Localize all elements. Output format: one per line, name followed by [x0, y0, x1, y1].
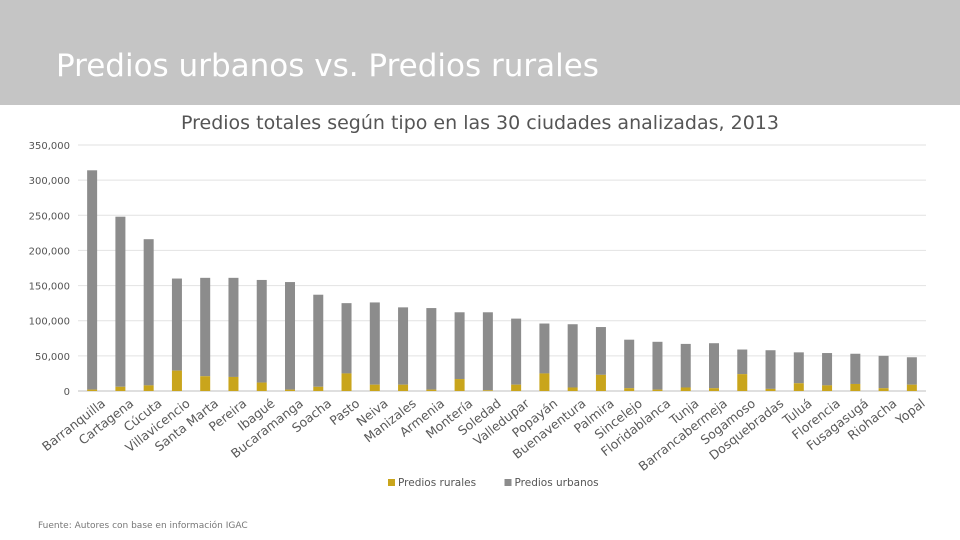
bar-urbano — [369, 302, 380, 385]
bar-rural — [680, 387, 691, 391]
legend-swatch — [388, 479, 395, 486]
y-tick-label: 0 — [64, 387, 70, 398]
bar-urbano — [765, 350, 776, 389]
page-title: Predios urbanos vs. Predios rurales — [56, 48, 599, 84]
bar-rural — [737, 374, 748, 391]
legend-swatch — [504, 479, 512, 486]
bar-rural — [765, 388, 776, 391]
y-tick-label: 100,000 — [29, 317, 70, 328]
bar-rural — [624, 388, 635, 391]
bar-urbano — [256, 279, 267, 383]
bar-urbano — [680, 343, 691, 388]
bar-urbano — [143, 239, 154, 386]
bar-urbano — [115, 216, 126, 387]
bar-rural — [793, 383, 804, 391]
bar-urbano — [228, 277, 239, 377]
y-tick-label: 350,000 — [29, 141, 70, 152]
bar-rural — [398, 384, 409, 391]
source-note: Fuente: Autores con base en información … — [38, 521, 248, 531]
bar-rural — [595, 374, 606, 391]
bar-urbano — [313, 294, 324, 387]
bar-rural — [878, 388, 889, 391]
y-tick-label: 50,000 — [35, 352, 70, 363]
bar-rural — [228, 376, 239, 391]
bar-rural — [285, 389, 295, 391]
bar-urbano — [906, 357, 917, 385]
bar-urbano — [285, 282, 295, 390]
bar-rural — [426, 389, 437, 391]
header-banner: Predios urbanos vs. Predios rurales — [0, 0, 960, 105]
bar-rural — [709, 388, 719, 391]
bar-urbano — [511, 318, 522, 385]
bar-urbano — [709, 343, 719, 389]
bar-rural — [369, 384, 380, 391]
bar-urbano — [793, 352, 804, 384]
chart-title: Predios totales según tipo en las 30 ciu… — [181, 112, 779, 134]
bar-rural — [171, 370, 182, 391]
bar-rural — [313, 386, 324, 391]
bar-rural — [511, 384, 522, 391]
bar-urbano — [171, 278, 182, 371]
bar-rural — [482, 390, 493, 391]
bar-urbano — [482, 312, 493, 391]
bar-rural — [256, 382, 267, 391]
bar-urbano — [454, 312, 465, 380]
bar-rural — [200, 376, 211, 391]
bar-urbano — [567, 324, 578, 388]
bar-rural — [87, 389, 98, 391]
x-tick-label: Yopal — [892, 396, 928, 429]
bar-rural — [341, 373, 352, 391]
bar-urbano — [539, 323, 550, 374]
legend-label: Predios urbanos — [515, 477, 599, 489]
bar-urbano — [652, 341, 663, 390]
bar-urbano — [87, 170, 98, 390]
bar-rural — [539, 373, 550, 391]
bar-urbano — [850, 353, 861, 384]
y-tick-label: 300,000 — [29, 176, 70, 187]
y-tick-label: 150,000 — [29, 282, 70, 293]
bar-urbano — [341, 303, 352, 374]
bar-urbano — [398, 307, 409, 385]
bar-urbano — [595, 327, 606, 375]
bar-rural — [906, 384, 917, 391]
bar-urbano — [822, 353, 833, 386]
bar-rural — [115, 386, 126, 391]
bar-urbano — [426, 308, 437, 390]
bar-rural — [567, 387, 578, 391]
bar-rural — [822, 385, 833, 391]
bar-urbano — [878, 355, 889, 389]
bar-rural — [454, 379, 465, 391]
bar-urbano — [200, 277, 211, 377]
bar-rural — [850, 383, 861, 391]
bar-rural — [652, 389, 663, 391]
y-tick-label: 200,000 — [29, 246, 70, 257]
legend-label: Predios rurales — [398, 477, 476, 489]
bar-urbano — [737, 349, 748, 375]
bar-rural — [143, 385, 154, 391]
bar-urbano — [624, 339, 635, 389]
y-tick-label: 250,000 — [29, 211, 70, 222]
